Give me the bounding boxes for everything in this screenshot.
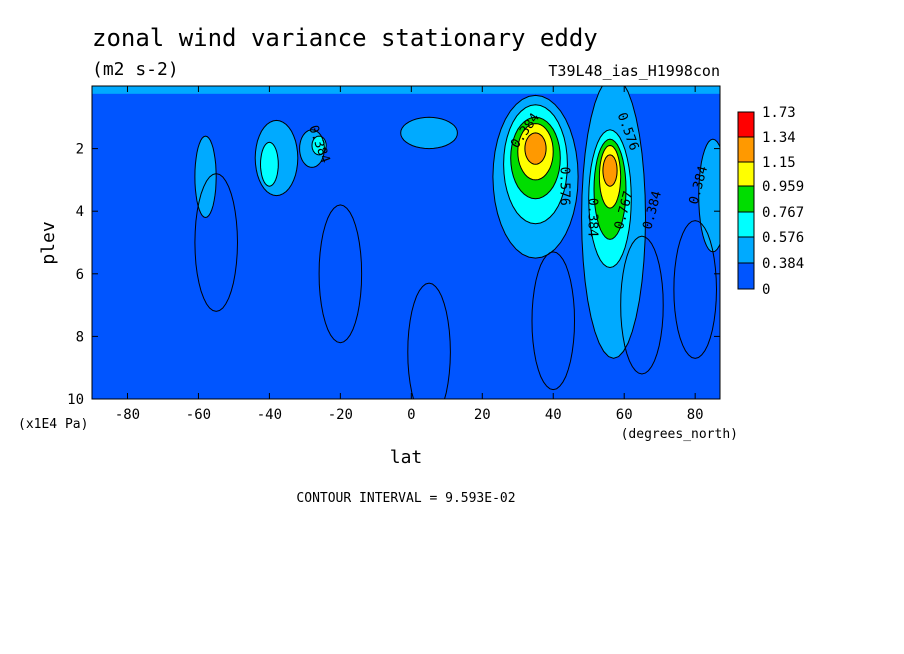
contour-line: [620, 235, 664, 375]
dataset-label: T39L48_ias_H1998con: [548, 62, 720, 80]
contour-fill: [524, 132, 547, 165]
colorbar: 1.73 1.34 1.15 0.959 0.767 0.576 0.384 0: [737, 105, 804, 298]
colorbar-label: 0.959: [762, 179, 804, 195]
colorbar-label: 0.576: [762, 230, 804, 246]
contour-line: [194, 135, 217, 219]
contour-line: [318, 204, 363, 344]
y-tick-label: 4: [76, 204, 84, 220]
colorbar-swatch: [737, 211, 755, 238]
x-units-label: (degrees_north): [621, 427, 738, 442]
colorbar-label: 1.15: [762, 155, 796, 171]
plot-area: [92, 86, 720, 399]
x-tick-label: 80: [687, 407, 704, 423]
x-tick-label: -40: [257, 407, 282, 423]
contour-line: [673, 220, 718, 359]
contour-line: [400, 116, 458, 150]
contour-line: [593, 138, 627, 240]
contour-fill: [602, 154, 618, 187]
contour-fill: [400, 117, 458, 149]
contour-line: [510, 116, 561, 200]
colorbar-label: 1.73: [762, 105, 796, 121]
plot-frame: [91, 85, 721, 400]
colorbar-swatch: [737, 136, 755, 163]
contour-line: [254, 119, 299, 197]
y-tick-label: 10: [67, 392, 84, 408]
x-tick-label: -20: [328, 407, 353, 423]
x-axis-label: lat: [390, 447, 423, 468]
contour-line: [407, 282, 451, 399]
y-tick-label: 6: [76, 267, 84, 283]
chart-units: (m2 s-2): [92, 59, 179, 80]
x-tick-label: 40: [545, 407, 562, 423]
colorbar-swatch: [737, 236, 755, 264]
x-tick-label: 60: [616, 407, 633, 423]
colorbar-label: 0.384: [762, 256, 804, 272]
contour-line: [259, 141, 279, 187]
y-tick-label: 2: [76, 142, 84, 158]
x-tick-label: 0: [407, 407, 415, 423]
colorbar-swatch: [737, 161, 755, 187]
y-axis-label: plev: [38, 221, 59, 264]
colorbar-label: 0: [762, 282, 770, 298]
contour-line: [492, 94, 579, 259]
contour-line: [299, 129, 325, 168]
x-tick-label: 20: [474, 407, 491, 423]
contour-fill: [92, 86, 720, 94]
contour-line: [503, 104, 568, 225]
contour-line: [311, 135, 327, 156]
colorbar-label: 1.34: [762, 130, 796, 146]
colorbar-swatch: [737, 111, 755, 138]
colorbar-label: 0.767: [762, 205, 804, 221]
contour-fill: [698, 139, 720, 252]
contour-interval-label: CONTOUR INTERVAL = 9.593E-02: [296, 491, 515, 506]
contour-line: [524, 132, 547, 165]
chart-title: zonal wind variance stationary eddy: [92, 24, 598, 52]
y-units-label: (x1E4 Pa): [18, 417, 88, 432]
colorbar-swatch: [737, 262, 755, 290]
x-tick-label: -80: [115, 407, 140, 423]
contour-line: [588, 129, 632, 269]
contour-fill: [312, 136, 327, 155]
contour-line: [602, 154, 618, 187]
contour-line: [517, 123, 554, 181]
contour-line: [194, 173, 239, 312]
contour-line: [598, 144, 622, 209]
contour-label: 0.576: [556, 167, 571, 206]
contour-label: 0.384: [585, 198, 600, 237]
y-tick-label: 8: [76, 329, 84, 345]
colorbar-swatch: [737, 185, 755, 213]
contour-line: [531, 251, 576, 391]
contour-line: [581, 86, 647, 359]
x-tick-label: -60: [186, 407, 211, 423]
contour-fill: [260, 142, 279, 187]
